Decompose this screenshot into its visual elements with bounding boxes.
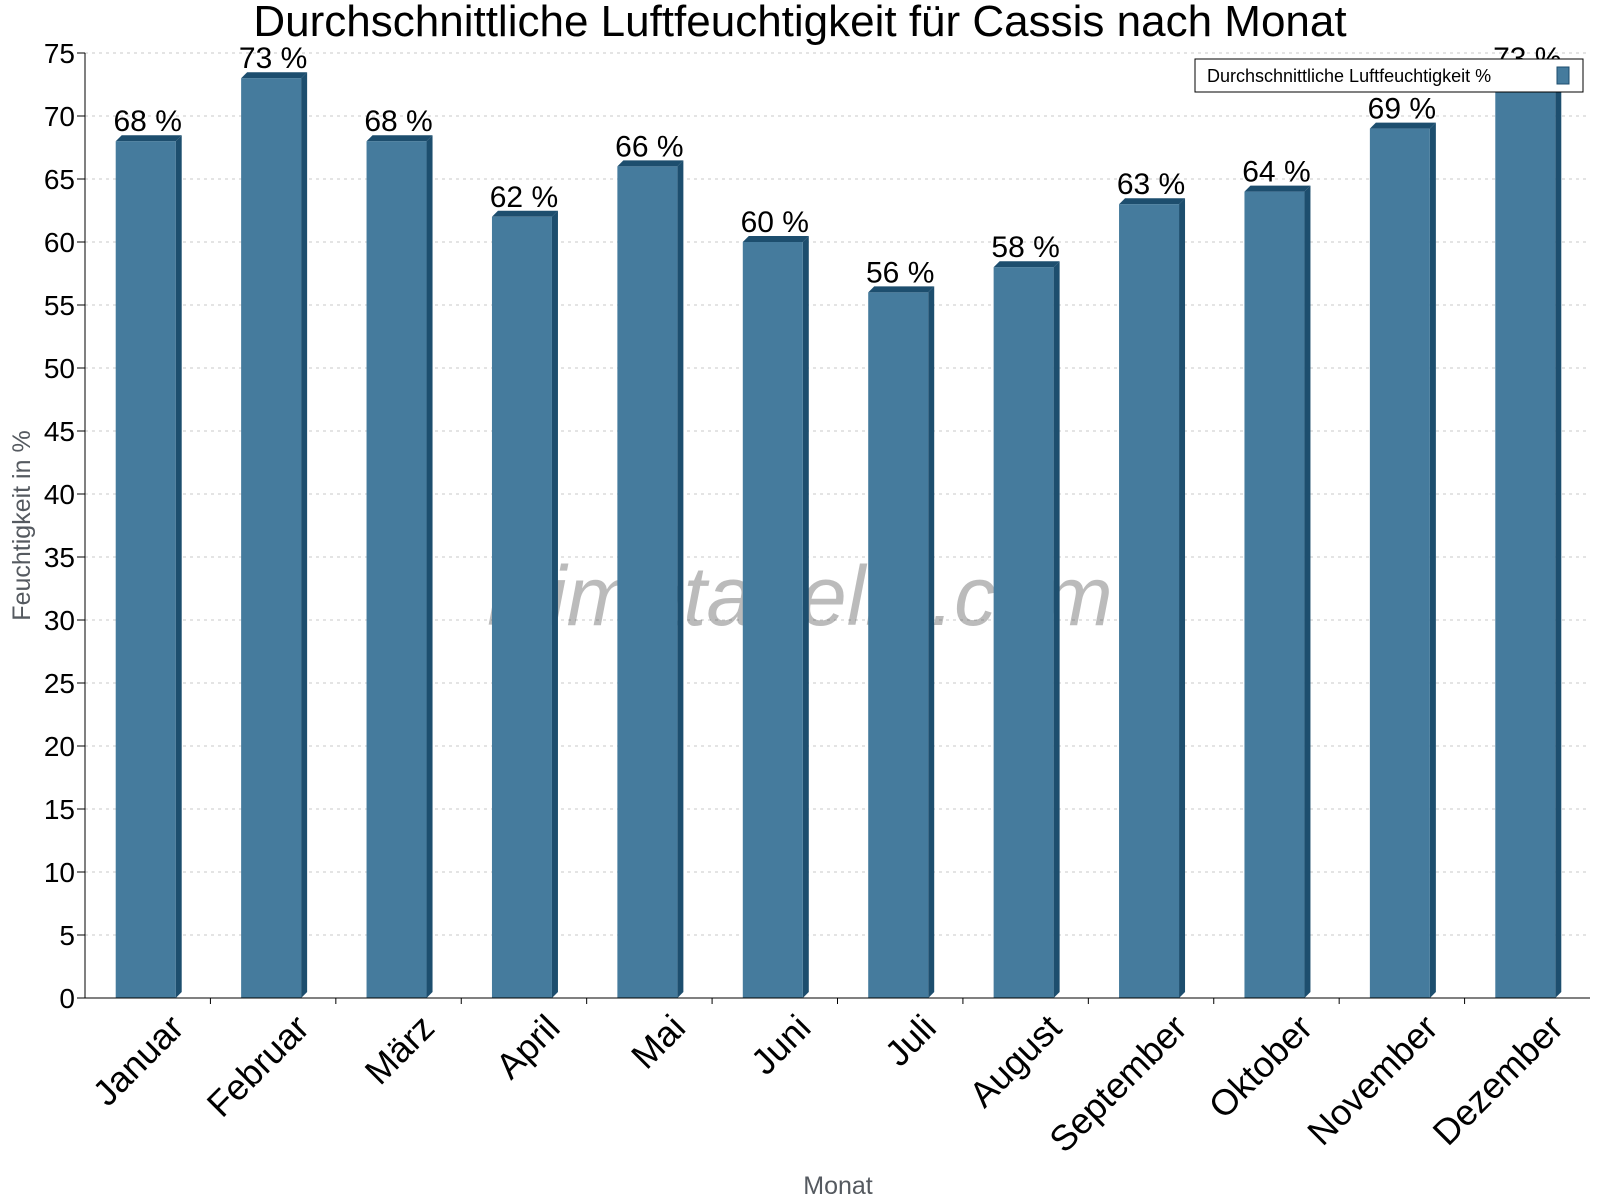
bar-side <box>1555 72 1562 998</box>
y-tick-label: 10 <box>44 857 75 888</box>
bar <box>868 286 935 998</box>
bar <box>742 236 809 998</box>
bar-top <box>491 210 558 217</box>
bar-top <box>617 160 684 167</box>
y-tick-label: 25 <box>44 668 75 699</box>
y-tick-label: 70 <box>44 101 75 132</box>
legend-series-name: Durchschnittliche Luftfeuchtigkeit % <box>1207 66 1491 86</box>
chart-title: Durchschnittliche Luftfeuchtigkeit für C… <box>253 0 1346 46</box>
y-tick-label: 55 <box>44 290 75 321</box>
bar-front <box>491 216 552 999</box>
bar-top <box>993 261 1060 268</box>
x-axis-label: Monat <box>803 1172 873 1200</box>
bar-top <box>115 135 182 142</box>
y-tick-label: 35 <box>44 542 75 573</box>
bar-front <box>617 166 678 998</box>
bar <box>1244 185 1311 999</box>
y-tick-label: 65 <box>44 164 75 195</box>
bar-top <box>868 286 935 293</box>
bar-side <box>1053 261 1060 998</box>
y-tick-label: 15 <box>44 794 75 825</box>
bar <box>993 261 1060 998</box>
x-tick-label: Februar <box>199 1007 317 1125</box>
x-tick-label: Oktober <box>1201 1007 1321 1127</box>
bar-side <box>301 72 308 998</box>
y-axis-label: Feuchtigkeit in % <box>8 430 36 620</box>
data-label: 56 % <box>866 256 934 289</box>
data-label: 73 % <box>239 42 307 75</box>
bar-side <box>1179 198 1186 998</box>
y-tick-label: 45 <box>44 416 75 447</box>
y-tick-label: 0 <box>59 983 75 1014</box>
bar-side <box>677 160 684 998</box>
bar-side <box>175 135 182 998</box>
bar-side <box>1429 122 1436 999</box>
data-labels: 68 % 73 % 68 % 62 % 66 % 60 % 56 % 58 % 63 % 64 %… <box>114 42 1562 289</box>
x-tick-label: August <box>961 1007 1069 1115</box>
bar-top <box>1119 198 1186 205</box>
y-tick-label: 60 <box>44 227 75 258</box>
bars <box>115 72 1562 999</box>
bar <box>491 210 558 999</box>
bar-front <box>742 242 803 998</box>
bar-front <box>366 141 427 998</box>
bar <box>1119 198 1186 998</box>
bar <box>366 135 433 998</box>
x-tick-label: März <box>357 1007 443 1093</box>
data-label: 63 % <box>1117 168 1185 201</box>
bar-top <box>241 72 308 79</box>
y-tick-label: 75 <box>44 38 75 69</box>
x-tick-label: September <box>1041 1007 1195 1161</box>
legend-swatch <box>1556 66 1570 85</box>
data-label: 69 % <box>1368 93 1436 126</box>
data-label: 66 % <box>615 130 683 163</box>
legend-box <box>1194 58 1584 93</box>
gridlines <box>85 52 1590 936</box>
bar-front <box>993 267 1054 998</box>
x-tick-label: April <box>488 1007 568 1087</box>
x-tick-label: Juni <box>743 1007 819 1083</box>
x-tick-label: November <box>1299 1007 1445 1153</box>
bar <box>241 72 308 998</box>
bar-top <box>366 135 433 142</box>
data-label: 60 % <box>741 206 809 239</box>
bar-side <box>928 286 935 998</box>
bar-side <box>802 236 809 998</box>
data-label: 58 % <box>991 231 1059 264</box>
y-tick-label: 20 <box>44 731 75 762</box>
data-label: 68 % <box>114 105 182 138</box>
bar-top <box>1369 122 1436 129</box>
y-tick-label: 30 <box>44 605 75 636</box>
bar-front <box>1119 204 1180 998</box>
bar-front <box>1244 191 1305 999</box>
bar-side <box>1304 185 1311 999</box>
data-label: 62 % <box>490 181 558 214</box>
bar <box>115 135 182 998</box>
y-tick-label: 50 <box>44 353 75 384</box>
x-tick-label: Mai <box>623 1007 693 1077</box>
x-tick-label: Dezember <box>1425 1007 1571 1153</box>
x-tick-label: Januar <box>85 1007 192 1114</box>
data-label: 64 % <box>1242 156 1310 189</box>
bar <box>1495 72 1562 998</box>
bar-front <box>1495 78 1556 998</box>
bar <box>617 160 684 998</box>
bar-front <box>241 78 302 998</box>
bar-side <box>551 210 558 999</box>
bar-top <box>1244 185 1311 192</box>
x-tick-label: Juli <box>877 1007 944 1074</box>
bar-side <box>426 135 433 998</box>
bar <box>1369 122 1436 999</box>
data-label: 68 % <box>364 105 432 138</box>
bar-top <box>742 236 809 242</box>
y-tick-label: 5 <box>59 920 75 951</box>
legend: Durchschnittliche Luftfeuchtigkeit % <box>1194 58 1584 93</box>
bar-front <box>868 292 929 998</box>
bar-front <box>1369 128 1430 999</box>
bar-front <box>115 141 176 998</box>
y-tick-label: 40 <box>44 479 75 510</box>
